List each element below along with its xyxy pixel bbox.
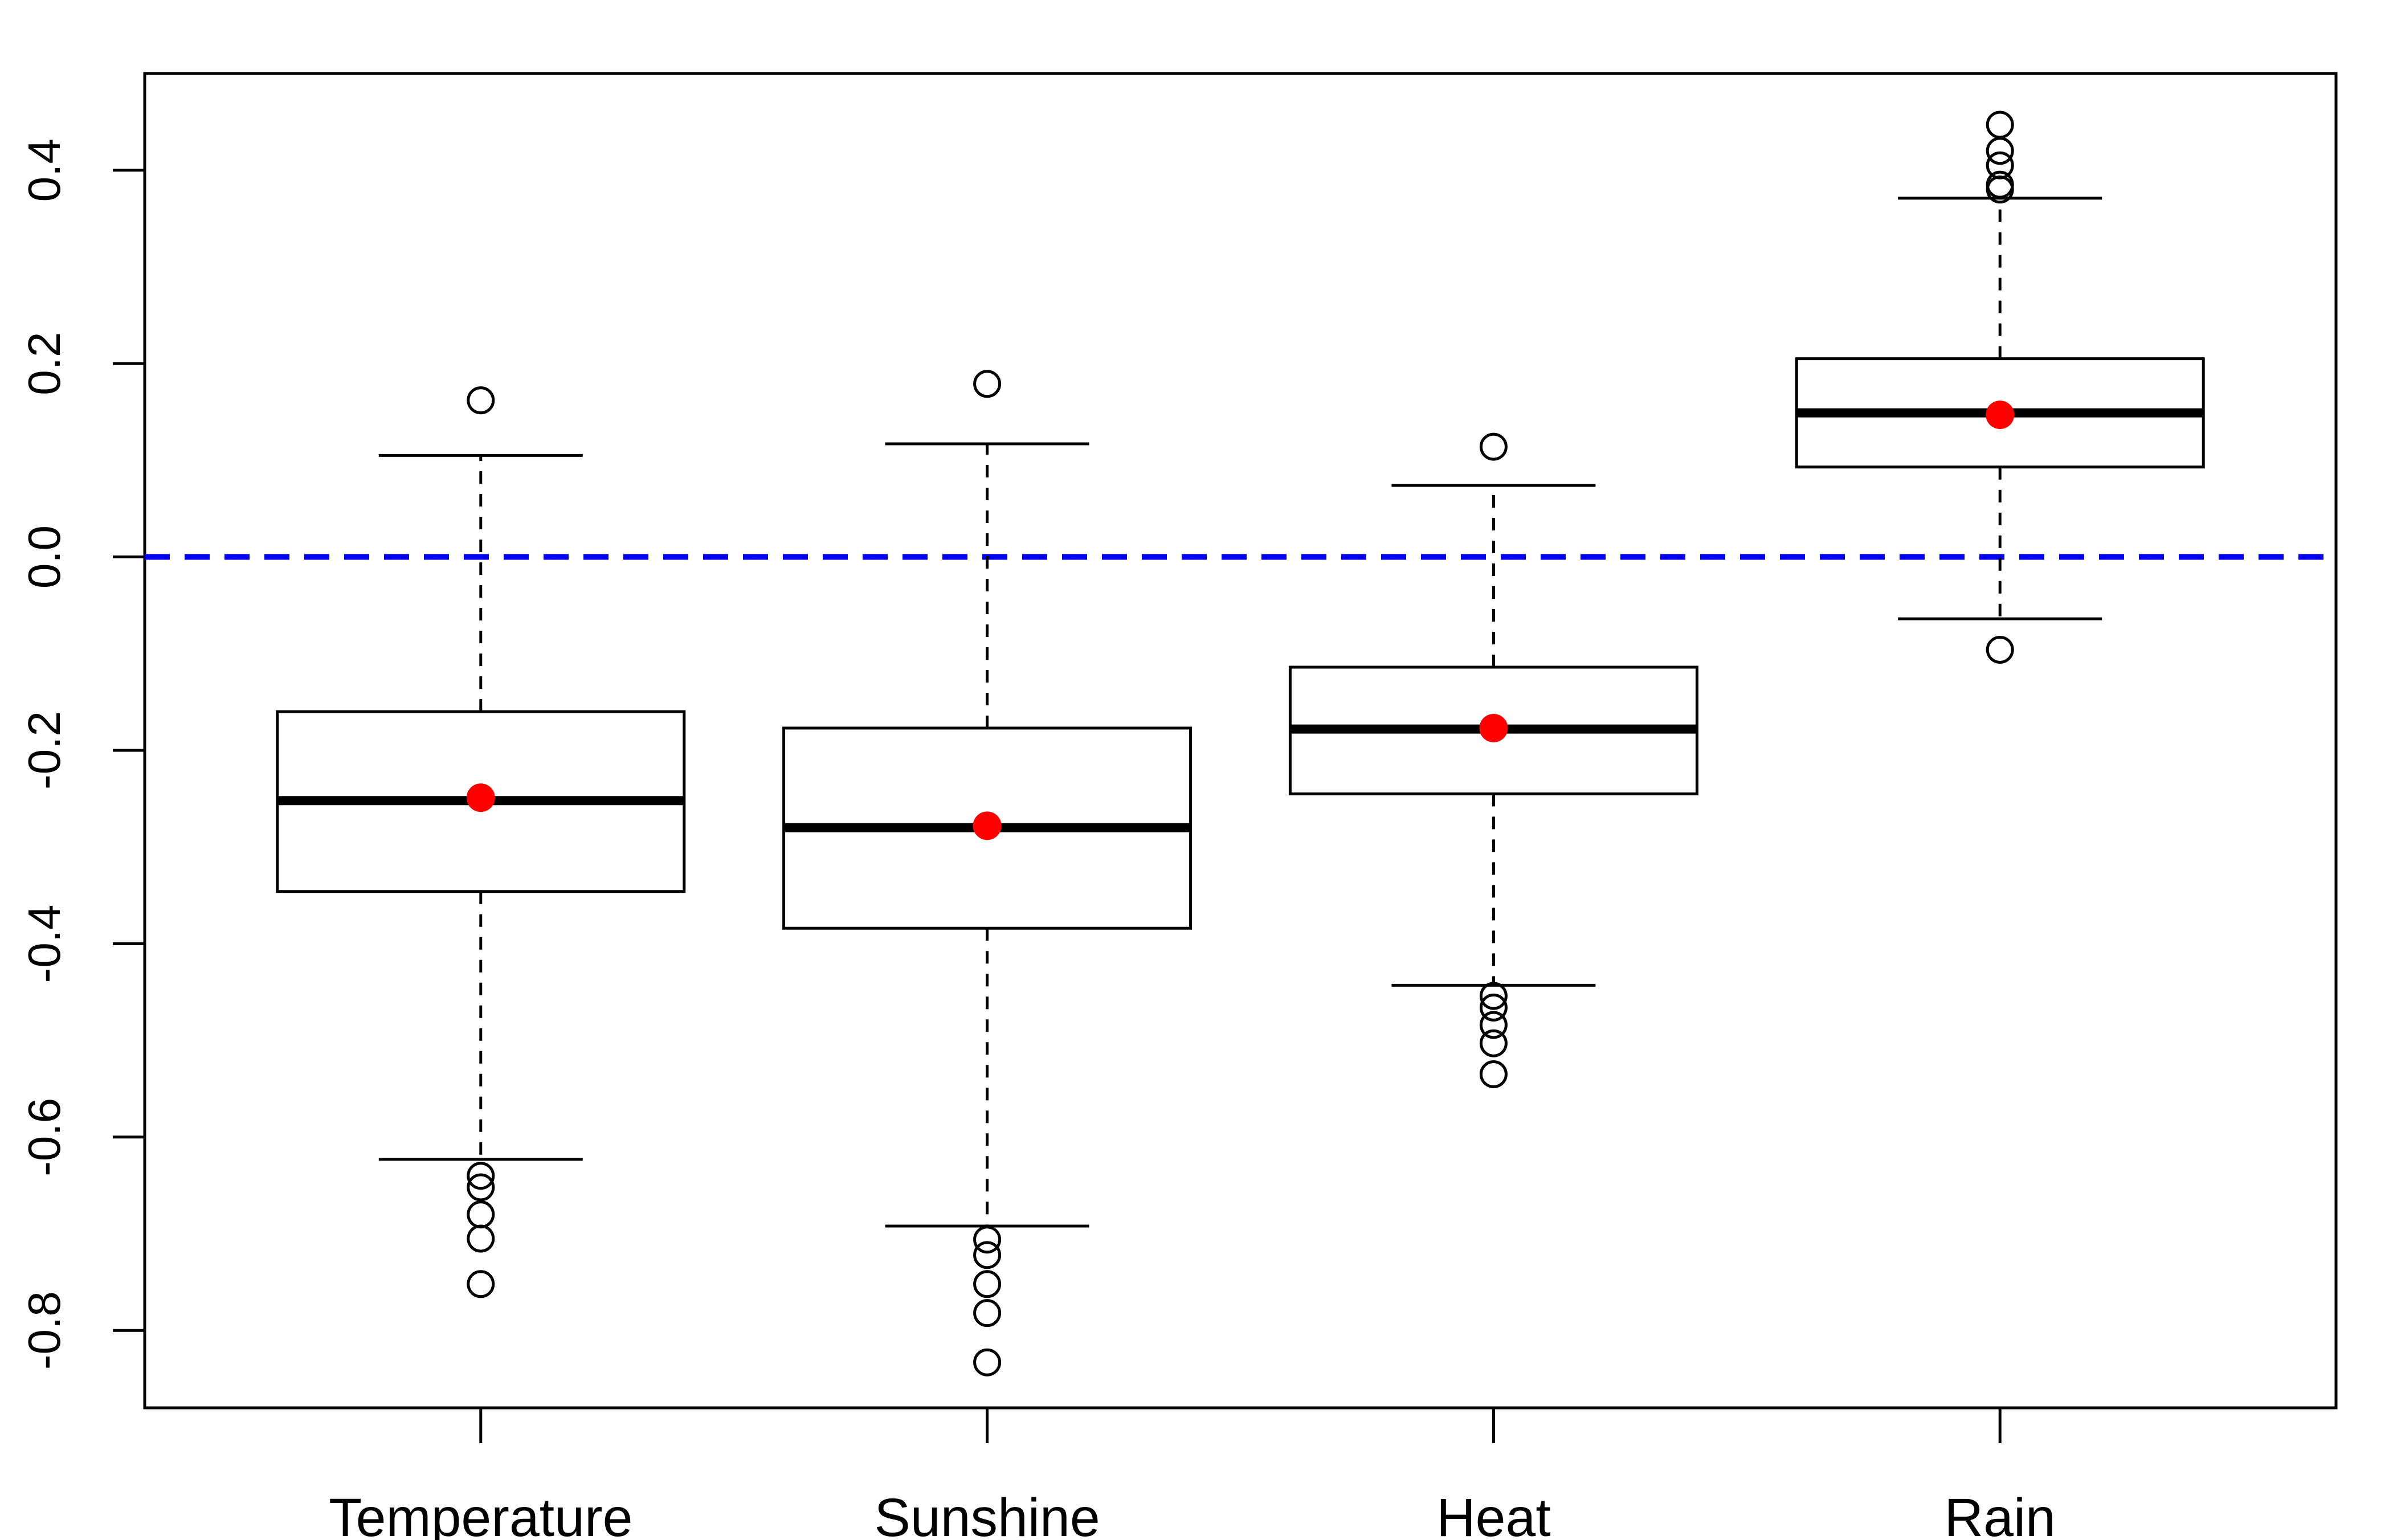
outlier-point [973,1270,1002,1298]
outlier-point [467,1270,495,1298]
y-tick-label: -0.8 [19,1291,70,1370]
x-axis: Temperature Sunshine Heat Rain [329,1408,2056,1540]
plot-frame [143,72,2338,1410]
outlier-point [467,386,495,415]
outlier-point [1986,635,2014,664]
outlier-point [467,1224,495,1253]
x-tick-label-temperature: Temperature [329,1488,632,1540]
y-tick-label: -0.4 [19,904,70,983]
outlier-point [973,1241,1002,1269]
outlier-point [467,1200,495,1229]
outlier-point [467,1173,495,1202]
y-tick-label: -0.6 [19,1098,70,1177]
outlier-point [973,1299,1002,1327]
box-heat [1288,432,1698,1088]
outlier-point [1479,993,1508,1022]
y-tick-label: 0.2 [19,332,70,395]
y-tick-label: -0.2 [19,711,70,790]
outlier-point [973,1226,1002,1254]
outlier-point [1986,137,2014,165]
box-sunshine [782,370,1193,1376]
x-tick-label-heat: Heat [1436,1488,1551,1540]
x-tick-label-rain: Rain [1945,1488,2056,1540]
outlier-point [973,1348,1002,1376]
outlier-point [1479,1029,1508,1057]
outlier-point [1479,1060,1508,1088]
box-layer [276,111,2205,1376]
outlier-point [467,1162,495,1190]
mean-point [466,783,495,812]
outlier-point [1479,982,1508,1010]
y-tick-label: 0.4 [19,138,70,202]
outlier-point [1986,111,2014,139]
box-rain [1795,111,2205,664]
y-tick-label: 0.0 [19,525,70,589]
outlier-point [1986,151,2014,179]
outlier-point [973,370,1002,398]
outlier-point [1479,432,1508,461]
box-temperature [276,386,686,1298]
outlier-point [1479,1011,1508,1039]
mean-point [1986,401,2015,430]
mean-point [973,811,1002,840]
outlier-point [1986,170,2014,199]
y-axis: 0.4 0.2 0.0 -0.2 -0.4 -0.6 -0.8 [19,138,145,1370]
x-tick-label-sunshine: Sunshine [875,1488,1100,1540]
mean-point [1479,713,1508,742]
